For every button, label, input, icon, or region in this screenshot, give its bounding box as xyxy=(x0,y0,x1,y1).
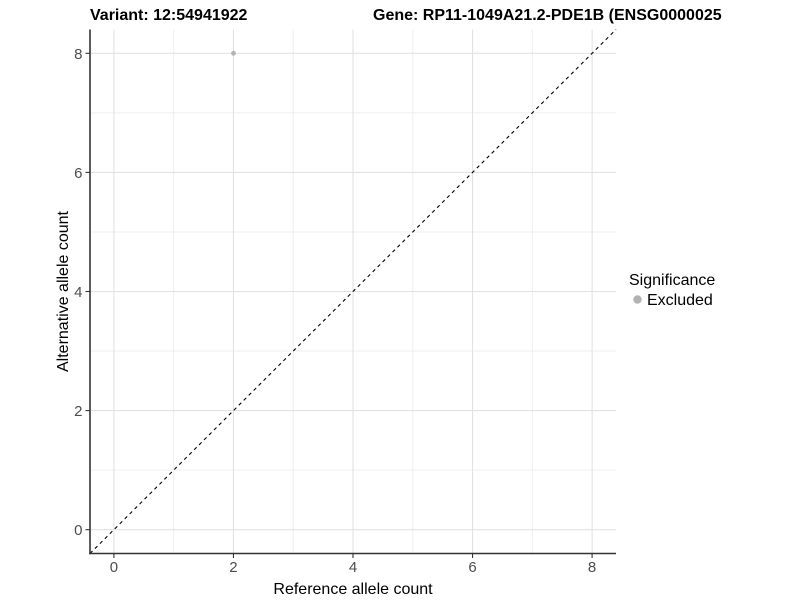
legend-entry-excluded: Excluded xyxy=(647,292,713,309)
y-tick-label: 2 xyxy=(74,403,82,420)
y-axis-title: Alternative allele count xyxy=(55,210,72,372)
x-tick-label: 4 xyxy=(349,559,357,576)
axes xyxy=(85,29,616,558)
legend-title: Significance xyxy=(629,272,715,289)
y-tick-label: 6 xyxy=(74,165,82,182)
y-tick-label: 8 xyxy=(74,46,82,63)
plot-title-gene: Gene: RP11-1049A21.2-PDE1B (ENSG0000025 xyxy=(373,7,722,24)
legend: Significance Excluded xyxy=(629,272,715,309)
data-point xyxy=(231,50,236,56)
x-axis-title: Reference allele count xyxy=(273,581,433,598)
x-tick-label: 0 xyxy=(110,559,118,576)
x-tick-label: 2 xyxy=(229,559,237,576)
tick-labels: 0 2 4 6 8 0 2 4 6 8 xyxy=(74,46,596,576)
data-points xyxy=(231,50,236,56)
major-gridlines xyxy=(90,29,616,554)
legend-point-icon xyxy=(633,295,642,304)
x-tick-label: 6 xyxy=(468,559,476,576)
plot-title-variant: Variant: 12:54941922 xyxy=(90,7,248,24)
x-tick-label: 8 xyxy=(588,559,596,576)
y-tick-label: 0 xyxy=(74,522,82,539)
identity-reference-line xyxy=(89,29,617,554)
y-tick-label: 4 xyxy=(74,284,82,301)
